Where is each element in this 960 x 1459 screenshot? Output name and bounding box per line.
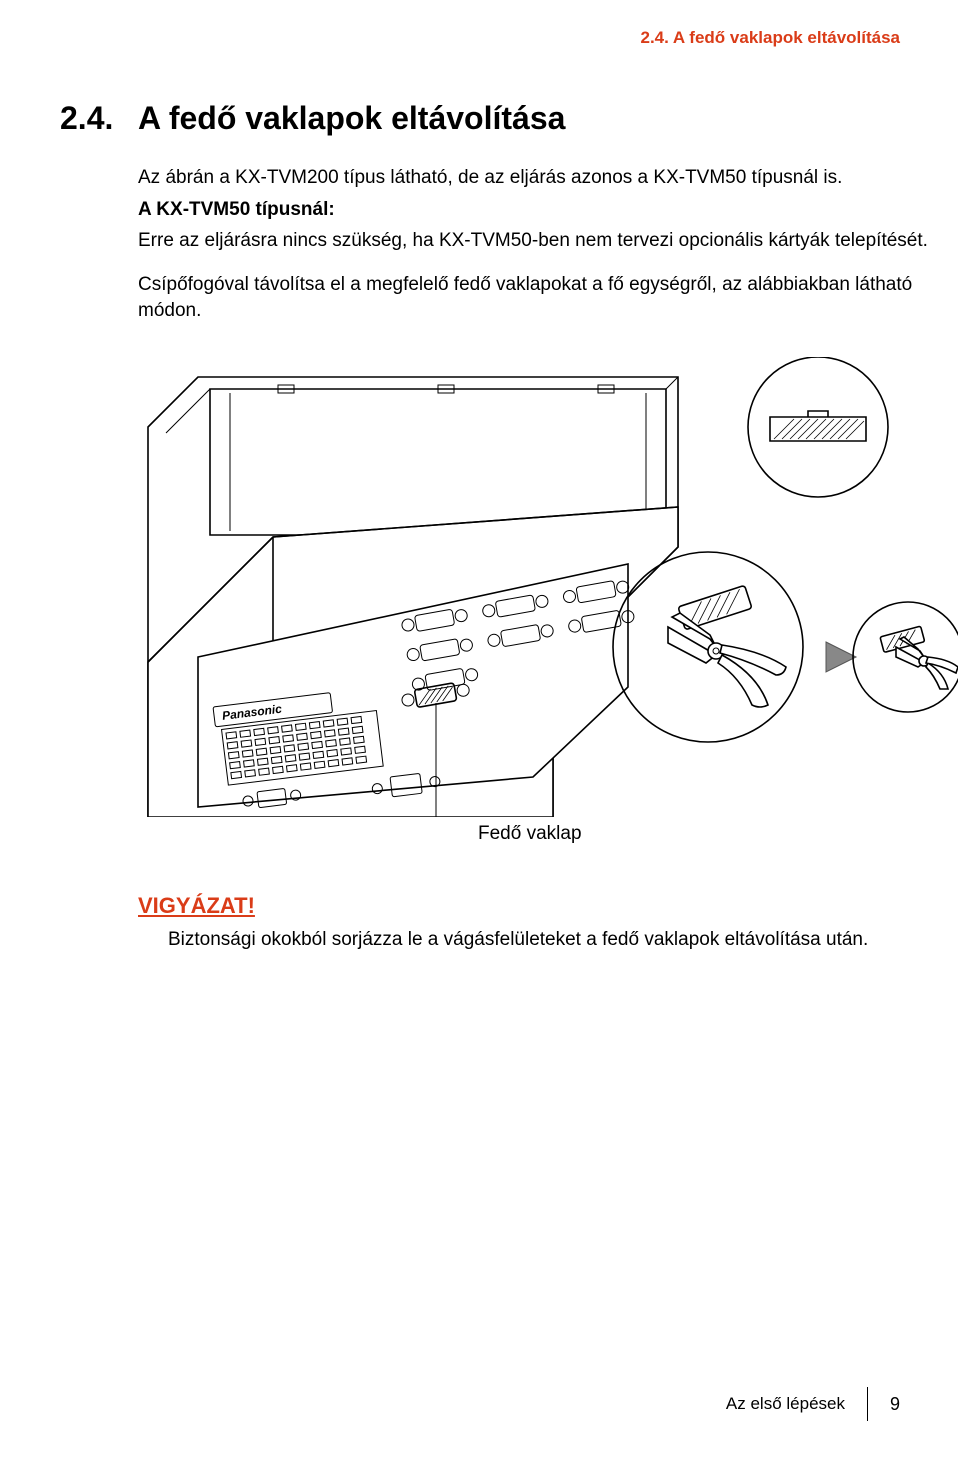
instruction-paragraph: Csípőfogóval távolítsa el a megfelelő fe… [138,272,958,323]
caution-text: Biztonsági okokból sorjázza le a vágásfe… [168,927,958,953]
figure: Panasonic [138,357,958,817]
page: 2.4. A fedő vaklapok eltávolítása 2.4. A… [0,0,960,1459]
footer-divider [867,1387,868,1421]
footer-text: Az első lépések [726,1394,845,1414]
section-body: A fedő vaklapok eltávolítása Az ábrán a … [138,100,958,953]
running-header: 2.4. A fedő vaklapok eltávolítása [640,28,900,48]
caution-title: VIGYÁZAT! [138,893,958,919]
section-number: 2.4. [60,100,120,953]
section: 2.4. A fedő vaklapok eltávolítása Az ábr… [60,100,900,953]
figure-caption: Fedő vaklap [478,823,958,845]
type-text: Erre az eljárásra nincs szükség, ha KX-T… [138,228,958,254]
type-label: A KX-TVM50 típusnál: [138,197,958,223]
footer-page-number: 9 [890,1394,900,1415]
footer: Az első lépések 9 [726,1387,900,1421]
intro-paragraph: Az ábrán a KX-TVM200 típus látható, de a… [138,165,958,191]
section-title: A fedő vaklapok eltávolítása [138,100,958,137]
